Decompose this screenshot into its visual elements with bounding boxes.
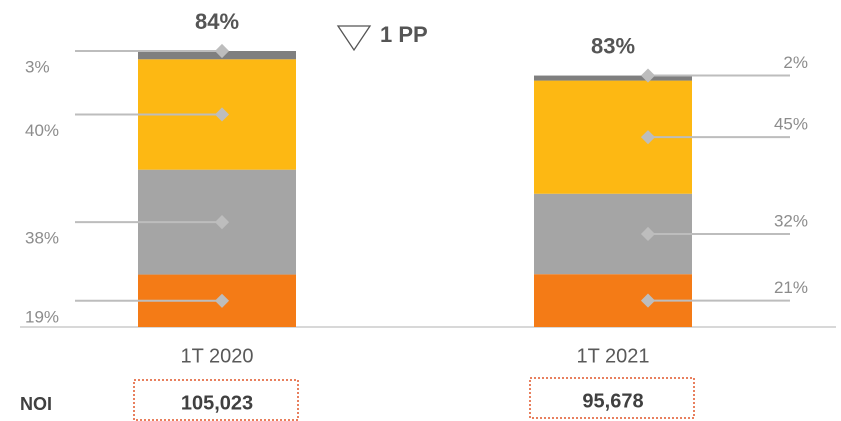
leader-diamond	[640, 226, 656, 242]
x-tick-label: 1T 2021	[576, 345, 649, 367]
down-triangle	[336, 25, 372, 52]
bar-segment	[138, 51, 296, 60]
leader-diamond	[640, 68, 656, 83]
segment-label: 32%	[774, 211, 808, 230]
segment-label: 38%	[25, 229, 59, 248]
segment-label: 3%	[25, 57, 50, 76]
noi-box	[529, 377, 695, 419]
total-label: 83%	[591, 33, 635, 58]
segment-label: 21%	[774, 278, 808, 297]
leader-diamond	[214, 215, 230, 230]
leader-diamond	[640, 130, 656, 145]
segment-label: 45%	[774, 115, 808, 134]
bar-segment	[534, 75, 692, 81]
segment-label: 2%	[783, 53, 808, 72]
noi-label: NOI	[20, 394, 52, 414]
total-label: 84%	[195, 9, 239, 34]
annotation: 1 PP	[380, 22, 428, 47]
x-tick-label: 1T 2020	[180, 345, 253, 367]
segment-label: 19%	[25, 307, 59, 326]
segment-label: 40%	[25, 121, 59, 140]
noi-value: 105,023	[181, 392, 253, 414]
leader-diamond	[214, 293, 230, 308]
leader-diamond	[640, 293, 656, 308]
noi-value: 95,678	[582, 390, 643, 412]
noi-box	[133, 379, 299, 421]
